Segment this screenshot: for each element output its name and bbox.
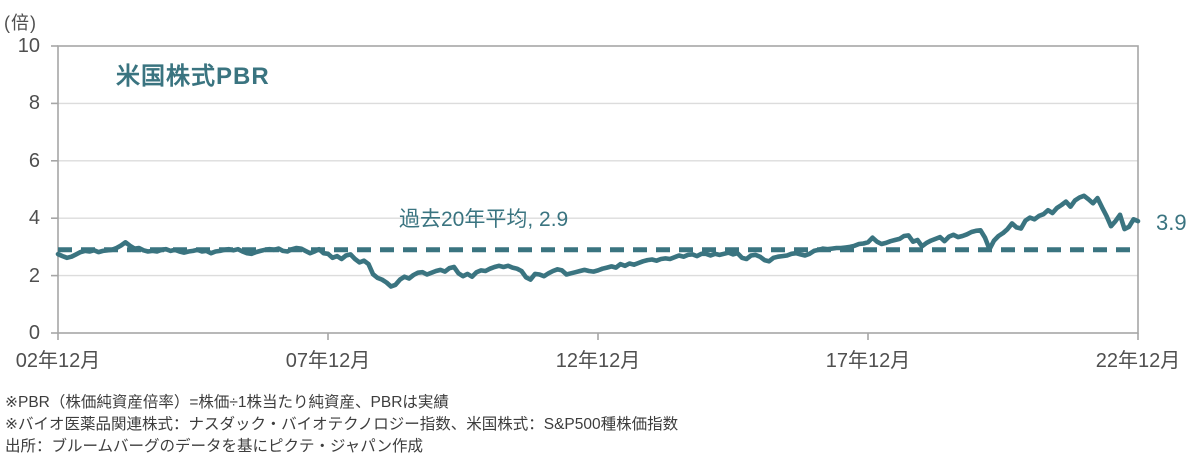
plot-area xyxy=(51,45,1141,340)
average-line-label: 過去20年平均, 2.9 xyxy=(399,208,569,231)
x-tick-label: 17年12月 xyxy=(825,350,911,372)
y-tick-label: 0 xyxy=(28,322,40,344)
x-tick-label: 07年12月 xyxy=(285,350,371,372)
latest-value-label: 3.9 xyxy=(1156,210,1187,235)
x-tick-label: 12年12月 xyxy=(555,350,641,372)
y-tick-label: 10 xyxy=(17,35,40,57)
footnotes: ※PBR（株価純資産倍率）=株価÷1株当たり純資産、PBRは実績 ※バイオ医薬品… xyxy=(5,392,678,458)
y-tick-label: 2 xyxy=(28,264,40,287)
footnote-line-2: ※バイオ医薬品関連株式：ナスダック・バイオテクノロジー指数、米国株式：S&P50… xyxy=(5,416,679,433)
y-tick-label: 8 xyxy=(28,92,40,115)
x-tick-label: 02年12月 xyxy=(15,350,101,372)
footnote-line-3: 出所：ブルームバーグのデータを基にピクテ・ジャパン作成 xyxy=(5,438,424,455)
y-axis-unit-label: (倍) xyxy=(4,13,37,33)
chart-title: 米国株式PBR xyxy=(116,63,270,90)
y-tick-label: 4 xyxy=(28,207,40,230)
x-tick-label: 22年12月 xyxy=(1095,350,1181,372)
y-tick-label: 6 xyxy=(28,149,40,172)
pbr-series-line xyxy=(55,193,1141,289)
footnote-line-1: ※PBR（株価純資産倍率）=株価÷1株当たり純資産、PBRは実績 xyxy=(5,394,449,411)
